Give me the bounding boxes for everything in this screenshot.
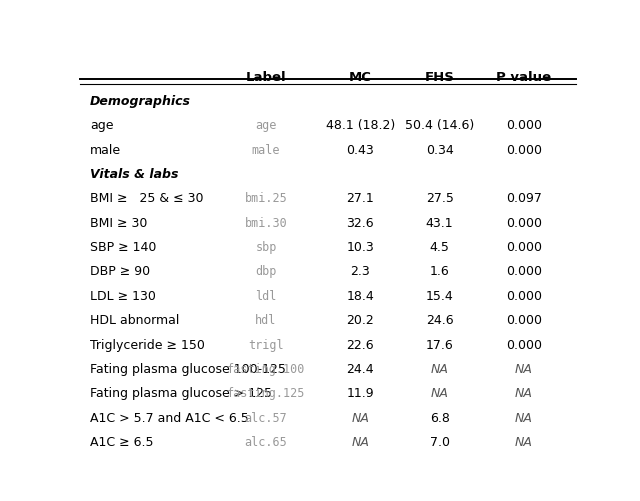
Text: 50.4 (14.6): 50.4 (14.6): [405, 119, 474, 132]
Text: Triglyceride ≥ 150: Triglyceride ≥ 150: [90, 338, 205, 351]
Text: 20.2: 20.2: [346, 314, 374, 327]
Text: Vitals & labs: Vitals & labs: [90, 168, 179, 181]
Text: NA: NA: [515, 435, 533, 448]
Text: A1C > 5.7 and A1C < 6.5: A1C > 5.7 and A1C < 6.5: [90, 411, 249, 424]
Text: 11.9: 11.9: [346, 386, 374, 399]
Text: 0.000: 0.000: [506, 240, 542, 254]
Text: NA: NA: [515, 362, 533, 375]
Text: 24.4: 24.4: [346, 362, 374, 375]
Text: 0.097: 0.097: [506, 192, 542, 205]
Text: LDL ≥ 130: LDL ≥ 130: [90, 289, 156, 302]
Text: 43.1: 43.1: [426, 216, 453, 229]
Text: 7.0: 7.0: [429, 435, 449, 448]
Text: 0.000: 0.000: [506, 289, 542, 302]
Text: Fating plasma glucose > 125: Fating plasma glucose > 125: [90, 386, 272, 399]
Text: age: age: [90, 119, 113, 132]
Text: HDL abnormal: HDL abnormal: [90, 314, 179, 327]
Text: bmi.30: bmi.30: [244, 216, 287, 229]
Text: NA: NA: [431, 386, 449, 399]
Text: 48.1 (18.2): 48.1 (18.2): [326, 119, 395, 132]
Text: 0.000: 0.000: [506, 265, 542, 278]
Text: P value: P value: [497, 71, 552, 84]
Text: NA: NA: [351, 435, 369, 448]
Text: 0.000: 0.000: [506, 314, 542, 327]
Text: BMI ≥   25 & ≤ 30: BMI ≥ 25 & ≤ 30: [90, 192, 204, 205]
Text: MC: MC: [349, 71, 372, 84]
Text: Demographics: Demographics: [90, 95, 191, 108]
Text: alc.65: alc.65: [244, 435, 287, 448]
Text: 27.1: 27.1: [346, 192, 374, 205]
Text: 24.6: 24.6: [426, 314, 453, 327]
Text: fasting.100: fasting.100: [227, 362, 305, 375]
Text: 32.6: 32.6: [346, 216, 374, 229]
Text: 0.000: 0.000: [506, 143, 542, 156]
Text: 2.3: 2.3: [350, 265, 370, 278]
Text: 0.000: 0.000: [506, 216, 542, 229]
Text: hdl: hdl: [255, 314, 276, 327]
Text: 27.5: 27.5: [426, 192, 454, 205]
Text: 15.4: 15.4: [426, 289, 454, 302]
Text: 0.000: 0.000: [506, 338, 542, 351]
Text: NA: NA: [515, 411, 533, 424]
Text: SBP ≥ 140: SBP ≥ 140: [90, 240, 156, 254]
Text: A1C ≥ 6.5: A1C ≥ 6.5: [90, 435, 154, 448]
Text: NA: NA: [515, 386, 533, 399]
Text: 10.3: 10.3: [346, 240, 374, 254]
Text: 6.8: 6.8: [429, 411, 449, 424]
Text: male: male: [252, 143, 280, 156]
Text: FHS: FHS: [425, 71, 454, 84]
Text: 18.4: 18.4: [346, 289, 374, 302]
Text: 1.6: 1.6: [429, 265, 449, 278]
Text: Fating plasma glucose 100-125: Fating plasma glucose 100-125: [90, 362, 286, 375]
Text: 17.6: 17.6: [426, 338, 454, 351]
Text: NA: NA: [351, 411, 369, 424]
Text: NA: NA: [431, 362, 449, 375]
Text: 0.000: 0.000: [506, 119, 542, 132]
Text: male: male: [90, 143, 121, 156]
Text: BMI ≥ 30: BMI ≥ 30: [90, 216, 147, 229]
Text: 4.5: 4.5: [429, 240, 449, 254]
Text: 0.43: 0.43: [346, 143, 374, 156]
Text: Label: Label: [246, 71, 286, 84]
Text: DBP ≥ 90: DBP ≥ 90: [90, 265, 150, 278]
Text: trigl: trigl: [248, 338, 284, 351]
Text: alc.57: alc.57: [244, 411, 287, 424]
Text: 22.6: 22.6: [346, 338, 374, 351]
Text: dbp: dbp: [255, 265, 276, 278]
Text: sbp: sbp: [255, 240, 276, 254]
Text: ldl: ldl: [255, 289, 276, 302]
Text: fasting.125: fasting.125: [227, 386, 305, 399]
Text: bmi.25: bmi.25: [244, 192, 287, 205]
Text: age: age: [255, 119, 276, 132]
Text: 0.34: 0.34: [426, 143, 454, 156]
